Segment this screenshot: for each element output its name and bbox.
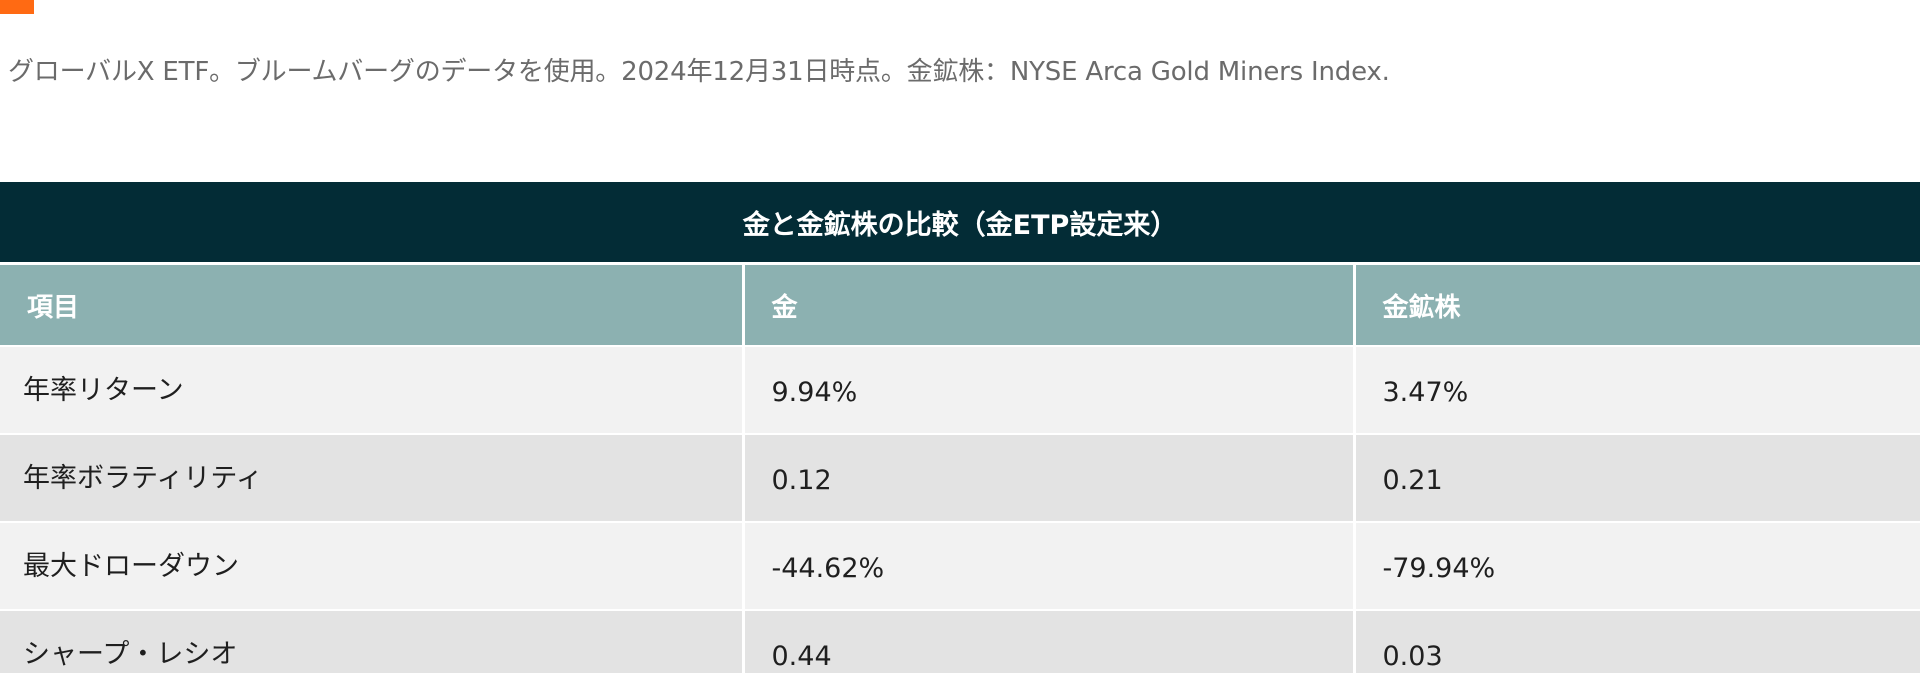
metric-label: 最大ドローダウン [0,521,745,610]
table-header-row: 項目 金 金鉱株 [0,262,1920,346]
header-gold-miners: 金鉱株 [1354,262,1920,346]
gold-value: 0.12 [743,433,1356,522]
metric-label: 年率ボラティリティ [0,433,745,522]
miners-value: 0.03 [1354,609,1920,673]
gold-value: 0.44 [743,609,1356,673]
table-row: シャープ・レシオ 0.44 0.03 [0,609,1920,673]
source-note: グローバルX ETF。ブルームバーグのデータを使用。2024年12月31日時点。… [8,57,1390,87]
brand-accent-mark [0,0,34,14]
miners-value: -79.94% [1354,521,1920,610]
header-gold: 金 [743,262,1356,346]
table-row: 年率リターン 9.94% 3.47% [0,345,1920,434]
table-row: 最大ドローダウン -44.62% -79.94% [0,521,1920,610]
table-title-row: 金と金鉱株の比較（金ETP設定来） [0,182,1920,264]
metric-label: 年率リターン [0,345,745,434]
gold-value: -44.62% [743,521,1356,610]
metric-label: シャープ・レシオ [0,609,745,673]
miners-value: 0.21 [1354,433,1920,522]
gold-value: 9.94% [743,345,1356,434]
miners-value: 3.47% [1354,345,1920,434]
header-item: 項目 [0,262,745,346]
table-row: 年率ボラティリティ 0.12 0.21 [0,433,1920,522]
comparison-table: 金と金鉱株の比較（金ETP設定来） 項目 金 金鉱株 年率リターン 9.94% … [0,182,1920,673]
table-title: 金と金鉱株の比較（金ETP設定来） [0,182,1920,264]
